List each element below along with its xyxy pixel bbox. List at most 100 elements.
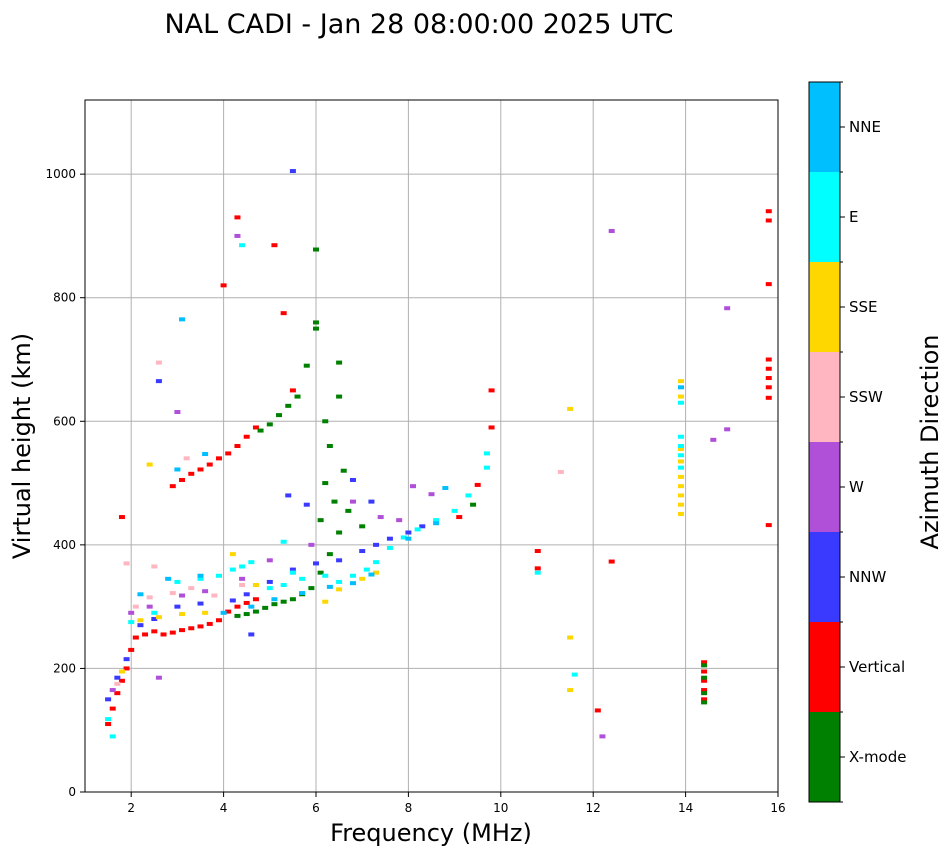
x-mode-point (308, 586, 315, 591)
w-point (128, 610, 135, 615)
nne-point (433, 521, 440, 526)
nne-point (202, 452, 209, 457)
nnw-point (123, 657, 130, 662)
e-point (534, 570, 541, 575)
colorbar: X-mode Vertical NNW W SSW SSE E NNE (808, 81, 906, 803)
sse-point (118, 669, 125, 674)
x-mode-point (701, 675, 708, 680)
ssw-point (114, 681, 121, 686)
vertical-point (188, 626, 195, 631)
x-mode-point (266, 422, 273, 427)
vertical-point (188, 471, 195, 476)
colorbar-swatch-nne (809, 82, 840, 172)
nne-point (165, 576, 172, 581)
e-point (400, 535, 407, 540)
y-tick-label: 1000 (45, 167, 76, 181)
y-axis-ticks: 0 200 400 600 800 1000 (45, 167, 85, 799)
vertical-point (474, 482, 481, 487)
x-mode-point (262, 605, 269, 610)
vertical-point (765, 523, 772, 528)
x-mode-point (271, 602, 278, 607)
vertical-point (160, 632, 167, 637)
vertical-point (765, 395, 772, 400)
vertical-point (151, 629, 158, 634)
nne-point (405, 536, 412, 541)
x-mode-point (701, 663, 708, 668)
e-point (349, 573, 356, 578)
vertical-point (128, 647, 135, 652)
colorbar-tick-label: Vertical (849, 658, 905, 676)
e-point (483, 465, 490, 470)
w-point (428, 492, 435, 497)
vertical-point (488, 388, 495, 393)
nnw-point (155, 379, 162, 384)
e-point (239, 564, 246, 569)
vertical-point (456, 515, 463, 520)
x-mode-point (322, 481, 329, 486)
e-point (465, 493, 472, 498)
vertical-point (608, 559, 615, 564)
ssw-point (183, 456, 190, 461)
nnw-point (349, 477, 356, 482)
x-mode-point (345, 508, 352, 513)
vertical-point (225, 451, 232, 456)
x-tick-label: 8 (405, 801, 413, 815)
x-mode-point (326, 444, 333, 448)
w-point (377, 515, 384, 520)
colorbar-tick-label: SSE (849, 298, 878, 316)
sse-point (179, 612, 186, 617)
nnw-point (114, 675, 121, 680)
vertical-point (701, 660, 708, 665)
nnw-point (336, 558, 343, 563)
sse-point (373, 570, 380, 575)
vertical-point (234, 444, 241, 448)
colorbar-tick-label: X-mode (849, 748, 906, 766)
sse-point (677, 474, 684, 479)
nne-point (677, 385, 684, 390)
colorbar-tick-label: NNW (849, 568, 886, 586)
e-point (128, 620, 135, 625)
nnw-point (386, 536, 393, 541)
nnw-point (405, 530, 412, 535)
colorbar-swatch-sse (809, 262, 840, 352)
colorbar-tick-label: W (849, 478, 864, 496)
nnw-point (151, 617, 158, 621)
vertical-point (142, 632, 149, 637)
nne-point (326, 584, 333, 589)
vertical-point (243, 600, 250, 605)
sse-point (202, 610, 209, 615)
sse-point (567, 635, 574, 640)
nne-point (179, 317, 186, 322)
nne-point (368, 572, 375, 577)
nnw-point (373, 542, 380, 547)
sse-point (567, 688, 574, 693)
x-axis-label: Frequency (MHz) (330, 819, 532, 847)
vertical-point (280, 311, 287, 316)
e-point (386, 545, 393, 550)
x-mode-point (313, 326, 319, 331)
nnw-point (105, 697, 112, 702)
vertical-point (197, 624, 204, 629)
vertical-point (197, 467, 204, 472)
e-point (571, 672, 578, 677)
ssw-point (169, 591, 176, 596)
nnw-point (289, 567, 296, 572)
x-mode-point (313, 247, 319, 252)
vertical-point (594, 708, 601, 713)
e-point (451, 508, 458, 513)
x-mode-point (317, 518, 324, 523)
y-tick-label: 400 (53, 538, 76, 552)
sse-point (359, 576, 366, 581)
data-points (105, 169, 772, 739)
w-point (396, 518, 403, 523)
x-mode-point (336, 530, 343, 535)
vertical-point (206, 621, 213, 626)
x-mode-point (359, 524, 366, 529)
w-point (146, 604, 153, 609)
sse-point (567, 406, 574, 411)
vertical-point (118, 515, 125, 520)
e-point (280, 539, 287, 544)
ssw-point (211, 593, 218, 598)
x-tick-label: 12 (586, 801, 601, 815)
vertical-point (252, 425, 259, 430)
